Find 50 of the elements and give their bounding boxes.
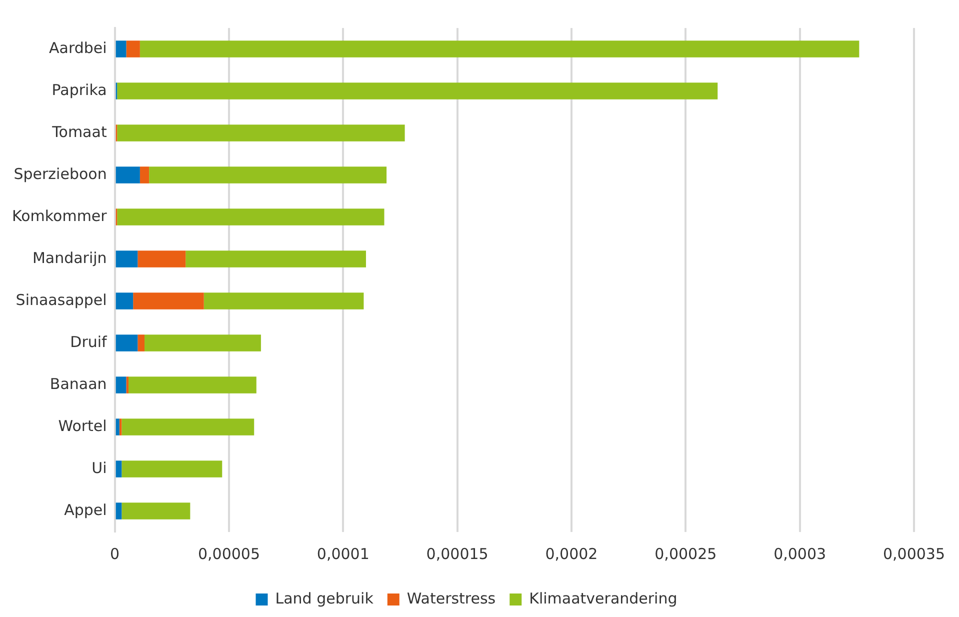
bar — [116, 418, 120, 436]
x-tick-label: 0,00035 — [882, 544, 945, 563]
bar — [122, 460, 222, 478]
bar — [133, 292, 204, 310]
legend-label: Land gebruik — [275, 589, 374, 608]
bar — [126, 376, 129, 394]
bar — [117, 208, 384, 226]
x-tick-label: 0,00015 — [426, 544, 488, 563]
bar — [116, 502, 122, 520]
bar — [116, 166, 140, 184]
bar — [116, 40, 126, 58]
y-tick-label: Paprika — [52, 80, 107, 99]
bar — [122, 502, 190, 520]
y-tick-label: Sinaasappel — [16, 290, 107, 309]
x-tick-label: 0,0001 — [316, 544, 370, 563]
bar — [140, 166, 150, 184]
bar — [117, 124, 405, 142]
x-tick-label: 0 — [110, 544, 120, 563]
bar — [116, 460, 122, 478]
bar — [149, 166, 387, 184]
bar — [126, 40, 140, 58]
y-tick-label: Mandarijn — [32, 248, 107, 267]
y-tick-label: Banaan — [50, 374, 107, 393]
y-tick-label: Wortel — [58, 416, 107, 435]
legend-label: Klimaatverandering — [529, 589, 678, 608]
bar — [116, 292, 134, 310]
x-tick-label: 0,0003 — [774, 544, 826, 563]
bar — [144, 334, 261, 352]
y-tick-label: Komkommer — [12, 206, 108, 225]
bar — [140, 40, 860, 58]
bar — [116, 334, 138, 352]
y-tick-label: Aardbei — [49, 38, 107, 57]
bar — [128, 376, 256, 394]
y-tick-label: Druif — [70, 332, 108, 351]
bar — [117, 82, 718, 100]
y-tick-label: Sperzieboon — [14, 164, 107, 183]
bar — [204, 292, 364, 310]
bar — [116, 376, 126, 394]
bar — [138, 334, 145, 352]
x-tick-label: 0,00025 — [654, 544, 717, 563]
y-tick-label: Ui — [92, 458, 107, 477]
y-tick-label: Tomaat — [51, 122, 107, 141]
y-tick-label: Appel — [64, 500, 107, 519]
bar — [186, 250, 366, 268]
bar — [122, 418, 254, 436]
legend-label: Waterstress — [406, 589, 496, 608]
bar — [138, 250, 186, 268]
x-tick-label: 0,00005 — [198, 544, 260, 563]
bar — [116, 250, 138, 268]
x-tick-label: 0,0002 — [545, 544, 598, 563]
